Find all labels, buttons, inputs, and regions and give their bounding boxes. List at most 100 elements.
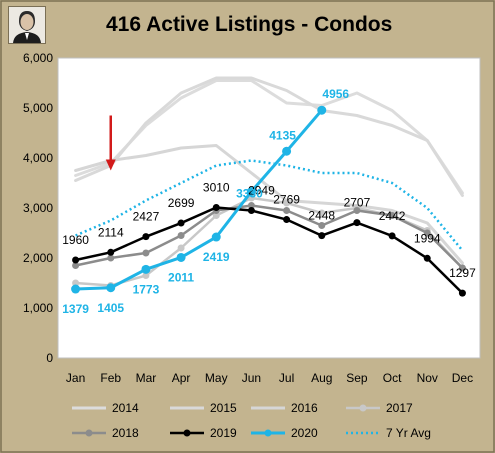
x-tick-label: Jul xyxy=(279,371,294,385)
data-label-2020: 3330 xyxy=(236,187,263,201)
series-point-2017 xyxy=(283,199,291,207)
legend-item-2017: 2017 xyxy=(346,401,413,415)
legend-marker xyxy=(183,429,191,437)
data-label-2020: 4135 xyxy=(269,128,296,142)
legend-item-2019: 2019 xyxy=(170,426,237,440)
series-point-2017 xyxy=(212,212,220,219)
series-point-2018 xyxy=(458,264,466,272)
data-label-2019: 3010 xyxy=(203,181,230,195)
data-label-2019: 2707 xyxy=(344,196,371,210)
data-label-2020: 4956 xyxy=(322,87,349,101)
series-point-2020 xyxy=(317,105,327,115)
y-tick-label: 3,000 xyxy=(23,201,53,215)
data-label-2019: 2448 xyxy=(308,209,335,223)
legend-item-2015: 2015 xyxy=(170,401,237,415)
y-tick-label: 5,000 xyxy=(23,101,53,115)
data-label-2020: 2419 xyxy=(203,250,230,264)
data-label-2019: 1960 xyxy=(62,233,89,247)
legend-label: 2020 xyxy=(291,426,318,440)
person-icon xyxy=(9,7,45,43)
legend-label: 7 Yr Avg xyxy=(386,426,431,440)
data-label-2020: 1379 xyxy=(62,302,89,316)
legend-marker xyxy=(264,429,272,437)
series-line-2016 xyxy=(74,144,464,265)
x-tick-label: Nov xyxy=(417,371,438,385)
series-point-2018 xyxy=(423,229,431,237)
data-label-2019: 2769 xyxy=(273,193,300,207)
x-tick-label: Oct xyxy=(383,371,402,385)
author-avatar xyxy=(8,6,46,44)
legend-item-2014: 2014 xyxy=(72,401,139,415)
data-label-2019: 2949 xyxy=(248,184,275,198)
series-point-2020 xyxy=(246,187,256,196)
series-point-2018 xyxy=(177,232,185,239)
x-tick-label: Jun xyxy=(242,371,261,385)
series-line-7-yr-avg xyxy=(75,159,464,252)
series-point-2019 xyxy=(72,256,80,264)
x-tick-label: Feb xyxy=(100,371,121,385)
series-point-2019 xyxy=(177,219,185,227)
series-point-2017 xyxy=(72,279,80,287)
data-label-2020: 1405 xyxy=(97,301,124,315)
series-point-2018 xyxy=(142,249,150,257)
legend-item-2020: 2020 xyxy=(251,426,318,440)
series-point-2019 xyxy=(353,219,361,227)
data-label-2019: 1994 xyxy=(414,231,441,245)
series-point-2019 xyxy=(107,248,115,256)
x-tick-label: May xyxy=(205,371,228,385)
y-tick-label: 1,000 xyxy=(23,301,53,315)
x-tick-label: Aug xyxy=(311,371,332,385)
legend-label: 2014 xyxy=(112,401,139,415)
data-label-2020: 1773 xyxy=(133,282,160,296)
y-tick-label: 2,000 xyxy=(23,251,53,265)
legend-label: 2016 xyxy=(291,401,318,415)
legend-label: 2017 xyxy=(386,401,413,415)
series-point-2020 xyxy=(106,283,116,293)
series-point-2019 xyxy=(423,254,431,262)
series-point-2017 xyxy=(177,244,185,252)
x-tick-label: Dec xyxy=(452,371,473,385)
series-point-2018 xyxy=(247,202,255,209)
series-point-2020 xyxy=(176,252,186,262)
legend-item-2018: 2018 xyxy=(72,426,139,440)
series-point-2019 xyxy=(247,207,255,215)
legend-marker xyxy=(85,429,93,437)
series-point-2017 xyxy=(318,209,326,217)
annotation-arrow-head xyxy=(105,159,116,171)
series-point-2018 xyxy=(72,262,80,269)
x-tick-label: Jan xyxy=(66,371,85,385)
series-point-2017 xyxy=(142,272,150,279)
series-line-2015 xyxy=(74,76,464,197)
legend-item-7-yr-avg: 7 Yr Avg xyxy=(346,426,431,440)
series-point-2017 xyxy=(247,194,255,202)
legend-label: 2018 xyxy=(112,426,139,440)
data-label-2019: 2427 xyxy=(133,210,160,224)
series-point-2019 xyxy=(212,204,220,211)
legend-label: 2015 xyxy=(210,401,237,415)
y-tick-label: 0 xyxy=(46,351,53,365)
x-tick-label: Sep xyxy=(346,371,368,385)
data-label-2019: 2442 xyxy=(379,209,406,223)
legend-marker xyxy=(359,404,367,412)
chart-title: 416 Active Listings - Condos xyxy=(106,13,393,36)
data-label-2019: 2699 xyxy=(168,196,195,210)
series-point-2020 xyxy=(282,146,292,156)
series-point-2018 xyxy=(318,222,326,229)
series-point-2019 xyxy=(283,216,291,224)
series-point-2019 xyxy=(142,233,150,241)
series-point-2018 xyxy=(107,254,115,262)
series-point-2019 xyxy=(388,232,396,240)
data-label-2019: 2114 xyxy=(98,225,124,239)
series-point-2018 xyxy=(353,207,361,214)
series-point-2018 xyxy=(388,212,396,219)
series-point-2019 xyxy=(318,232,326,240)
series-line-2020 xyxy=(74,108,324,291)
x-tick-label: Mar xyxy=(136,371,157,385)
legend-item-2016: 2016 xyxy=(251,401,318,415)
series-line-2019 xyxy=(74,206,464,295)
legend-label: 2019 xyxy=(210,426,237,440)
series-point-2020 xyxy=(141,264,151,274)
y-tick-label: 4,000 xyxy=(23,151,53,165)
